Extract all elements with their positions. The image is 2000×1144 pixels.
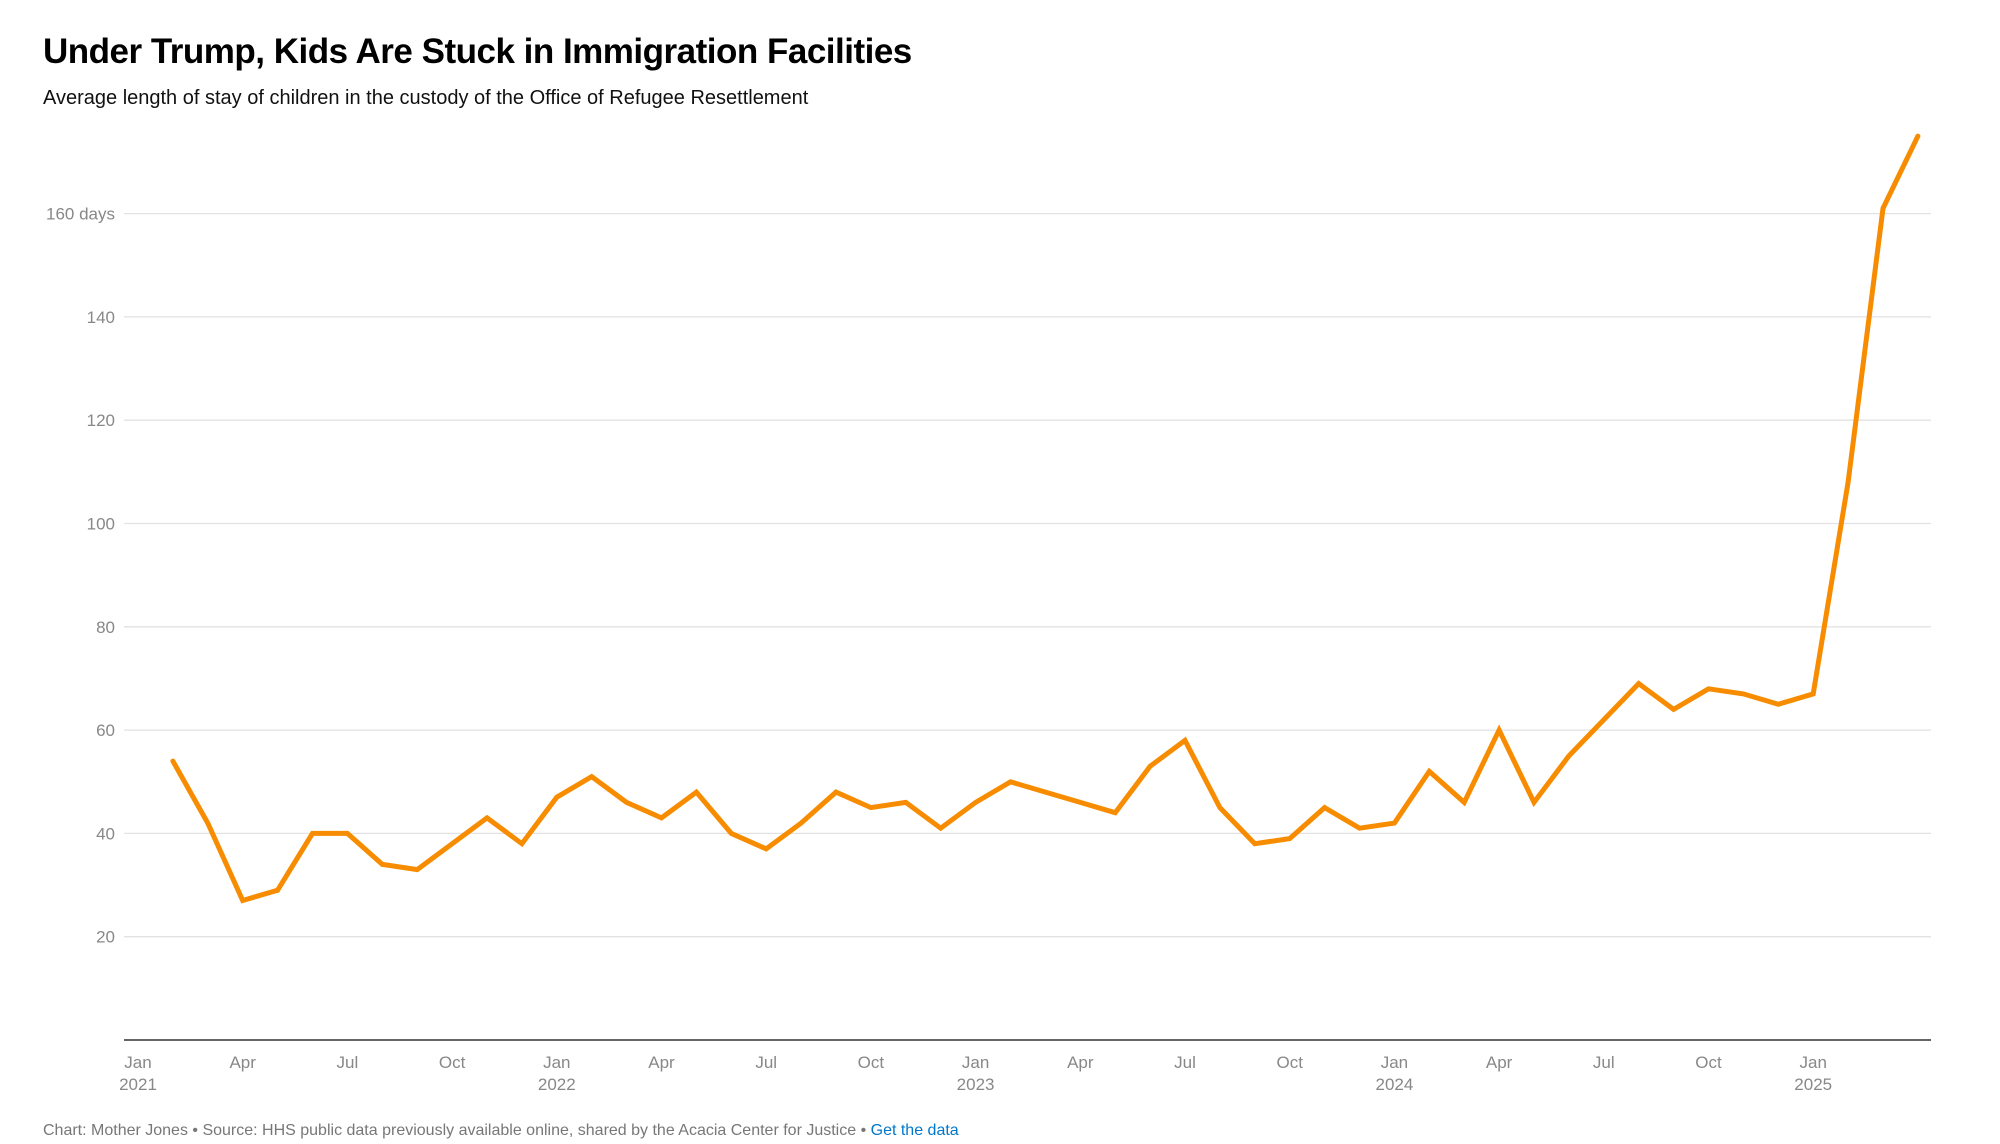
get-the-data-link[interactable]: Get the data: [870, 1122, 959, 1139]
x-tick-label: Oct: [1276, 1053, 1303, 1072]
source-credit: Chart: Mother Jones • Source: HHS public…: [43, 1122, 871, 1139]
series-line: [170, 133, 1921, 904]
x-tick-year-label: 2022: [538, 1075, 576, 1094]
x-tick-year-label: 2024: [1375, 1075, 1413, 1094]
chart-title: Under Trump, Kids Are Stuck in Immigrati…: [43, 32, 912, 71]
x-tick-year-label: 2025: [1794, 1075, 1832, 1094]
x-tick-label: Jul: [337, 1053, 359, 1072]
series-length-of-stay: [170, 133, 1921, 904]
gridlines: [124, 212, 1931, 938]
y-tick-label: 20: [96, 928, 115, 947]
x-tick-label: Jul: [1174, 1053, 1196, 1072]
y-tick-label: 40: [96, 824, 115, 843]
y-tick-label: 100: [87, 515, 115, 534]
x-tick-label: Oct: [439, 1053, 466, 1072]
y-tick-label: 120: [87, 411, 115, 430]
y-tick-label: 60: [96, 721, 115, 740]
x-tick-label: Jul: [755, 1053, 777, 1072]
y-tick-label: 160 days: [46, 205, 115, 224]
y-tick-label: 80: [96, 618, 115, 637]
y-axis-ticks: 20 40 60 80 100 120 140 160 days: [46, 205, 115, 947]
x-tick-label: Jan: [124, 1053, 151, 1072]
chart-footer: Chart: Mother Jones • Source: HHS public…: [43, 1122, 959, 1140]
x-axis-ticks: Jan 2021 Apr Jul Oct Jan 2022 Apr Jul Oct Jan 2023 A…: [119, 1053, 1832, 1094]
x-tick-label: Jan: [1799, 1053, 1826, 1072]
y-tick-label: 140: [87, 308, 115, 327]
x-tick-year-label: 2021: [119, 1075, 157, 1094]
x-tick-label: Apr: [229, 1053, 256, 1072]
x-tick-label: Jan: [962, 1053, 989, 1072]
x-tick-label: Oct: [858, 1053, 885, 1072]
x-tick-label: Jan: [543, 1053, 570, 1072]
x-tick-year-label: 2023: [957, 1075, 995, 1094]
x-tick-label: Apr: [1486, 1053, 1513, 1072]
x-tick-label: Apr: [648, 1053, 675, 1072]
x-tick-label: Apr: [1067, 1053, 1094, 1072]
x-tick-label: Oct: [1695, 1053, 1722, 1072]
x-tick-label: Jul: [1593, 1053, 1615, 1072]
x-tick-label: Jan: [1381, 1053, 1408, 1072]
chart-subtitle: Average length of stay of children in th…: [43, 87, 809, 109]
